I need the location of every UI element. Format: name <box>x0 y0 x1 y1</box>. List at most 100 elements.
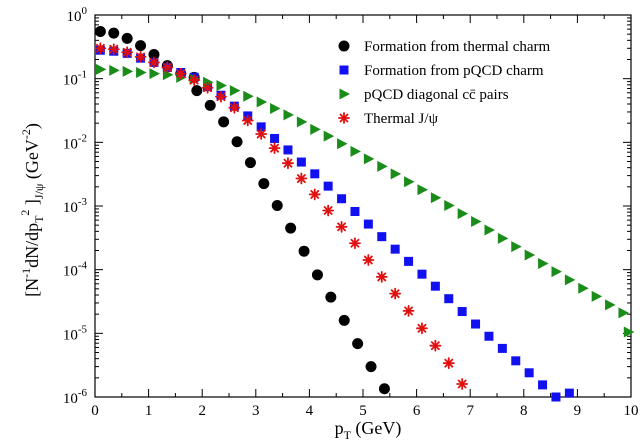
legend: Formation from thermal charm Formation fr… <box>338 39 551 127</box>
data-point <box>282 157 294 170</box>
data-point <box>298 245 310 257</box>
y-axis-label: [N-1dN/dpT2 ]J/ψ (GeV-2) <box>18 123 46 297</box>
data-point <box>255 128 268 140</box>
data-point <box>148 48 160 60</box>
data-point <box>228 101 241 114</box>
data-point <box>417 269 427 279</box>
x-axis-label-main: p <box>335 418 344 438</box>
data-point <box>538 257 549 269</box>
data-point <box>162 69 174 81</box>
data-point <box>352 338 364 350</box>
data-point <box>310 123 321 135</box>
y-tick-base: 10 <box>63 73 78 89</box>
legend-entry-label: Formation from pQCD charm <box>364 63 544 79</box>
x-axis-label-rest: (GeV) <box>351 418 401 439</box>
y-tick-label: 10-4 <box>63 260 88 280</box>
data-point <box>551 266 562 278</box>
data-point <box>149 68 160 80</box>
data-point <box>95 63 107 75</box>
data-marks <box>94 26 635 402</box>
data-point <box>578 282 589 294</box>
data-point <box>135 40 147 52</box>
y-label-part1: [N <box>22 278 42 297</box>
x-tick-label: 2 <box>198 403 206 419</box>
data-point <box>256 122 266 132</box>
data-point <box>511 241 522 253</box>
data-point <box>136 66 147 78</box>
data-point <box>322 204 335 217</box>
data-point <box>122 65 134 77</box>
data-point <box>471 216 482 228</box>
y-label-part2: dN/dp <box>22 223 42 268</box>
series-3 <box>94 42 469 390</box>
data-point <box>188 74 201 86</box>
y-tick-label: 10-5 <box>63 323 88 343</box>
data-point <box>243 90 254 102</box>
data-point <box>430 281 440 291</box>
y-label-sup2: 2 <box>18 210 32 216</box>
x-tick-label: 8 <box>520 403 528 419</box>
data-point <box>524 368 534 378</box>
y-tick-label: 100 <box>67 5 88 25</box>
data-point <box>404 176 415 188</box>
data-point <box>268 142 281 155</box>
x-tick-label: 1 <box>145 403 153 419</box>
data-point <box>442 357 455 370</box>
data-point <box>256 96 268 108</box>
data-point <box>350 145 361 157</box>
data-point <box>108 27 120 39</box>
data-point <box>285 222 297 234</box>
y-tick-exponent: -4 <box>78 260 88 272</box>
data-point <box>325 291 337 303</box>
data-point <box>174 67 187 80</box>
legend-entry-label: Thermal J/ψ <box>364 111 439 127</box>
data-point <box>390 244 400 254</box>
x-tick-label: 5 <box>359 403 367 419</box>
y-tick-base: 10 <box>67 9 82 25</box>
data-point <box>241 114 254 127</box>
y-label-sup3: -2 <box>19 129 33 139</box>
data-point <box>161 61 174 74</box>
series-0 <box>94 26 390 395</box>
data-point <box>338 314 350 326</box>
data-point <box>350 206 360 216</box>
data-point <box>484 331 494 341</box>
y-tick-base: 10 <box>63 327 78 343</box>
data-point <box>349 237 361 250</box>
y-tick-base: 10 <box>63 200 78 216</box>
data-point <box>484 224 495 236</box>
data-point <box>404 256 414 266</box>
data-point <box>497 232 509 244</box>
data-point <box>296 116 308 128</box>
data-point <box>296 157 306 167</box>
data-point <box>390 168 402 180</box>
data-point <box>623 326 635 338</box>
x-tick-label: 0 <box>91 403 99 419</box>
data-point <box>201 81 214 94</box>
data-point <box>444 294 454 304</box>
data-point <box>417 184 428 196</box>
y-tick-label: 10-6 <box>63 387 88 407</box>
y-label-sub1: T <box>32 215 46 223</box>
x-tick-label: 9 <box>574 403 582 419</box>
data-point <box>524 249 536 261</box>
data-point <box>538 380 548 390</box>
data-point <box>511 356 521 366</box>
x-tick-label: 3 <box>252 403 260 419</box>
data-point <box>444 199 455 211</box>
y-tick-exponent: -6 <box>78 387 88 399</box>
data-point <box>362 254 375 266</box>
series-2 <box>95 63 635 338</box>
data-point <box>377 160 388 172</box>
data-point <box>365 361 377 373</box>
data-point <box>148 56 160 69</box>
data-point <box>429 339 442 352</box>
plot-frame <box>94 14 632 398</box>
legend-marker <box>338 112 350 124</box>
data-point <box>377 232 387 242</box>
data-point <box>375 270 388 283</box>
x-tick-label: 4 <box>306 403 314 419</box>
y-label-part3: ] <box>22 199 42 210</box>
y-label-part4: (GeV <box>22 139 43 183</box>
data-point <box>457 307 467 317</box>
